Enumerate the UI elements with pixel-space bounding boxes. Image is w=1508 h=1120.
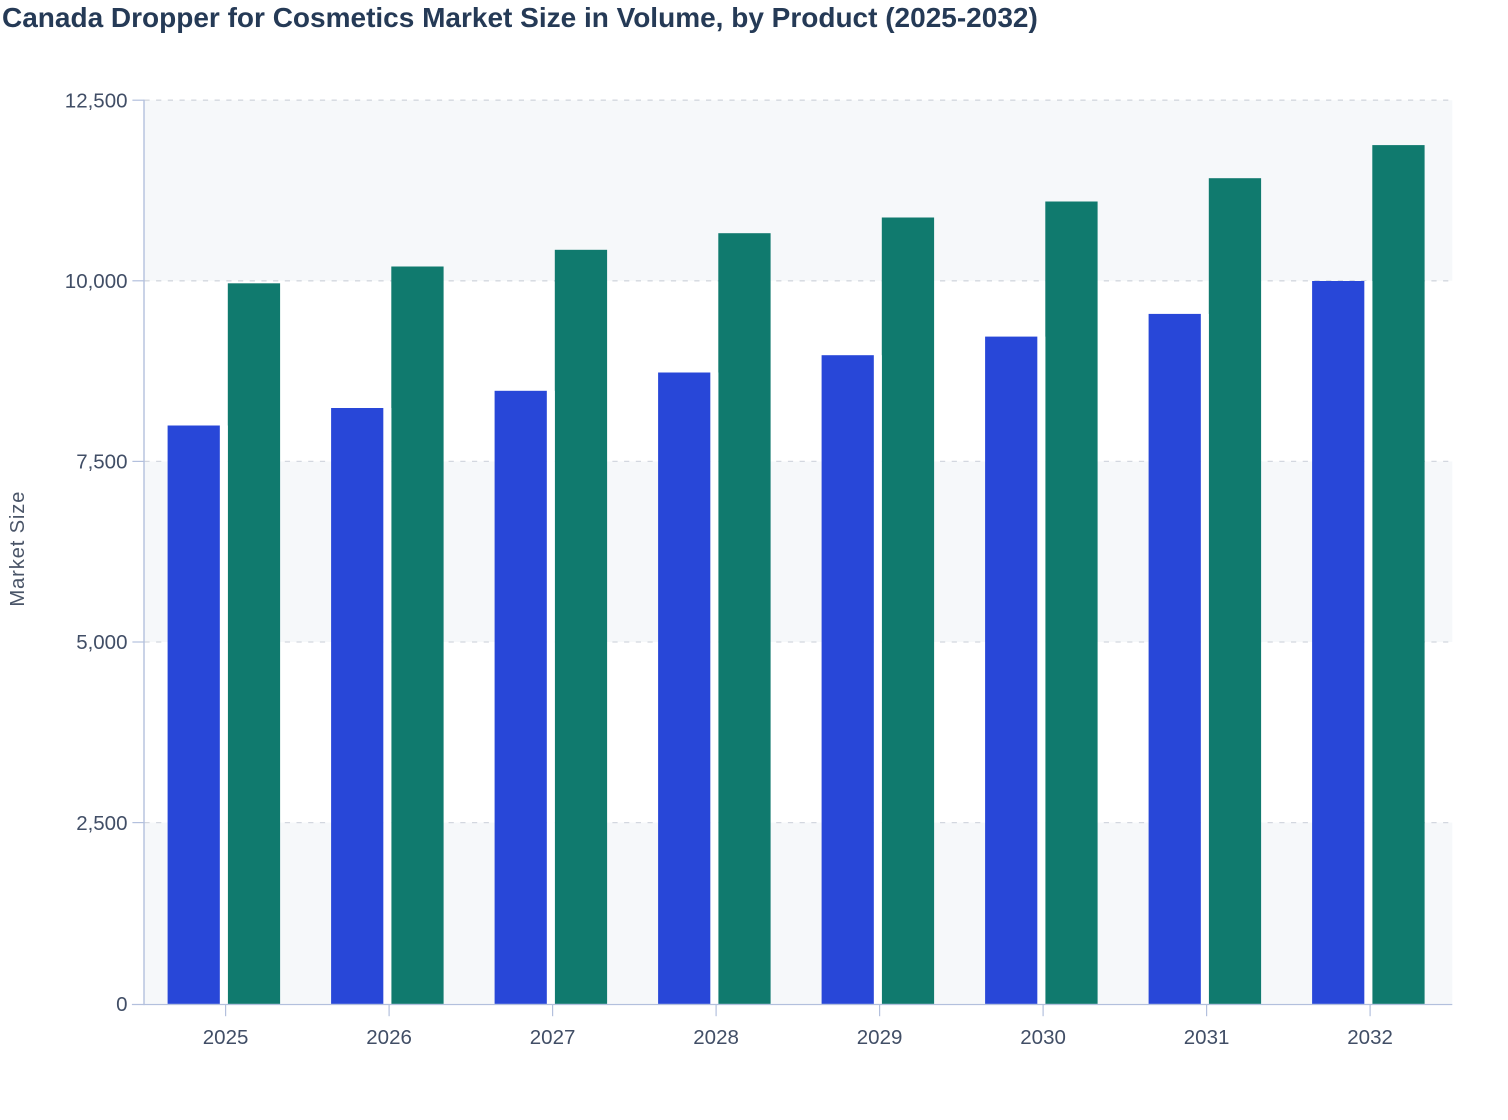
- svg-text:2031: 2031: [1184, 1026, 1230, 1049]
- svg-text:Canada Dropper for Cosmetics M: Canada Dropper for Cosmetics Market Size…: [2, 2, 1038, 33]
- svg-text:0: 0: [116, 993, 127, 1016]
- svg-text:Market Size: Market Size: [7, 491, 29, 607]
- svg-text:2028: 2028: [693, 1026, 739, 1049]
- svg-text:2027: 2027: [530, 1026, 576, 1049]
- svg-text:2,500: 2,500: [76, 812, 127, 835]
- svg-text:5,000: 5,000: [76, 631, 127, 654]
- svg-text:10,000: 10,000: [65, 270, 128, 293]
- svg-text:7,500: 7,500: [76, 451, 127, 474]
- svg-text:12,500: 12,500: [65, 89, 128, 112]
- svg-text:2026: 2026: [366, 1026, 412, 1049]
- svg-text:2025: 2025: [203, 1026, 249, 1049]
- svg-text:2032: 2032: [1347, 1026, 1393, 1049]
- svg-text:2029: 2029: [857, 1026, 903, 1049]
- svg-text:2030: 2030: [1020, 1026, 1066, 1049]
